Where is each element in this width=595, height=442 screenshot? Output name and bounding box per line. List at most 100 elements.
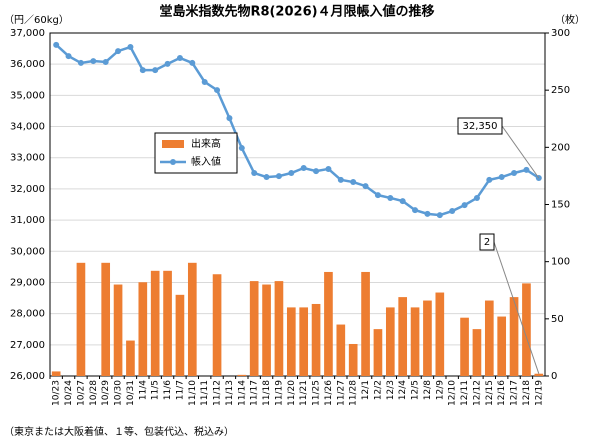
point	[412, 207, 419, 214]
legend-label: 出来高	[191, 137, 221, 150]
footnote: （東京または大阪着値、１等、包装代込、税込み）	[4, 425, 234, 438]
x-tick-label: 11/13	[225, 380, 235, 406]
x-tick-label: 11/5	[151, 380, 161, 400]
bar	[76, 262, 86, 376]
x-tick-label: 12/4	[398, 380, 408, 400]
legend-swatch	[162, 140, 184, 148]
bar	[51, 371, 61, 376]
bar	[150, 270, 160, 376]
point	[350, 179, 357, 186]
annotation-box	[457, 117, 503, 135]
x-tick-label: 11/10	[188, 380, 198, 406]
bar	[126, 340, 135, 376]
point	[127, 44, 134, 51]
y-tick-label: 31,000	[10, 215, 45, 226]
bar	[163, 270, 172, 376]
y-tick-label: 36,000	[10, 59, 45, 70]
x-tick-label: 11/7	[175, 380, 185, 400]
x-tick-label: 12/18	[522, 380, 532, 406]
point	[337, 176, 344, 183]
y-tick-label: 33,000	[10, 153, 45, 164]
point	[436, 212, 443, 219]
legend-box	[154, 132, 238, 174]
chart-title: 堂島米指数先物R8(2026)４月限帳入値の推移	[159, 4, 434, 20]
point	[115, 48, 122, 55]
x-tick-label: 12/9	[435, 380, 445, 400]
point	[461, 202, 468, 209]
bar	[385, 307, 395, 376]
legend-swatch	[170, 159, 176, 165]
point	[214, 87, 221, 94]
point	[288, 170, 295, 177]
bar	[497, 316, 507, 376]
bar	[262, 284, 271, 376]
y2-tick-label: 150	[551, 200, 570, 211]
y-tick-label: 35,000	[10, 90, 45, 101]
point	[226, 115, 233, 122]
bar	[249, 281, 259, 376]
x-tick-label: 12/2	[373, 380, 383, 400]
bar	[361, 271, 370, 376]
point	[473, 194, 480, 201]
point	[53, 41, 60, 48]
point	[362, 183, 369, 190]
y-tick-label: 29,000	[10, 277, 45, 288]
y-tick-label: 30,000	[10, 246, 45, 257]
x-tick-label: 10/28	[89, 380, 99, 406]
x-tick-label: 12/16	[497, 380, 507, 406]
x-tick-label: 11/28	[349, 380, 359, 406]
y-tick-label: 34,000	[10, 122, 45, 133]
point	[511, 170, 518, 177]
x-tick-label: 12/19	[534, 380, 544, 406]
x-tick-label: 12/12	[472, 380, 482, 406]
bar	[423, 300, 432, 376]
y2-tick-label: 200	[551, 142, 570, 153]
point	[164, 60, 171, 67]
x-tick-label: 11/26	[324, 380, 334, 406]
bar	[274, 281, 284, 376]
annotation: 32,350	[463, 121, 498, 132]
point	[201, 78, 208, 85]
point	[251, 170, 258, 177]
annotation: 2	[484, 237, 490, 248]
x-tick-label: 10/29	[101, 380, 111, 406]
point	[102, 58, 109, 65]
bar	[373, 329, 383, 376]
y-tick-label: 28,000	[10, 309, 45, 320]
bar	[299, 307, 309, 376]
point	[313, 168, 320, 175]
bar	[212, 274, 222, 376]
bar	[175, 294, 185, 376]
point	[275, 173, 282, 180]
y2-tick-label: 100	[551, 257, 570, 268]
point	[189, 59, 196, 66]
y2-tick-label: 250	[551, 85, 570, 96]
y2-tick-label: 50	[551, 314, 564, 325]
point	[300, 165, 307, 172]
bar	[534, 373, 544, 376]
x-tick-label: 11/12	[213, 380, 223, 406]
x-tick-label: 11/11	[200, 380, 210, 406]
bar	[509, 297, 519, 376]
point	[498, 174, 505, 181]
plot-frame	[49, 32, 546, 377]
point	[152, 67, 159, 74]
y2-tick-label: 300	[551, 28, 570, 39]
legend-label: 帳入値	[191, 155, 221, 168]
y2-axis-label: （枚）	[555, 13, 585, 26]
x-tick-label: 12/8	[423, 380, 433, 400]
y2-tick-label: 0	[551, 371, 557, 382]
point	[325, 165, 332, 172]
x-tick-label: 10/30	[114, 380, 124, 406]
bar	[311, 303, 321, 376]
bar	[460, 317, 469, 376]
x-tick-label: 11/17	[250, 380, 260, 406]
x-tick-label: 11/27	[336, 380, 346, 406]
x-tick-label: 11/21	[299, 380, 309, 406]
x-tick-label: 10/24	[64, 380, 74, 406]
bar	[113, 284, 123, 376]
bar	[138, 282, 148, 376]
point	[263, 174, 270, 181]
x-tick-label: 11/25	[312, 380, 322, 406]
